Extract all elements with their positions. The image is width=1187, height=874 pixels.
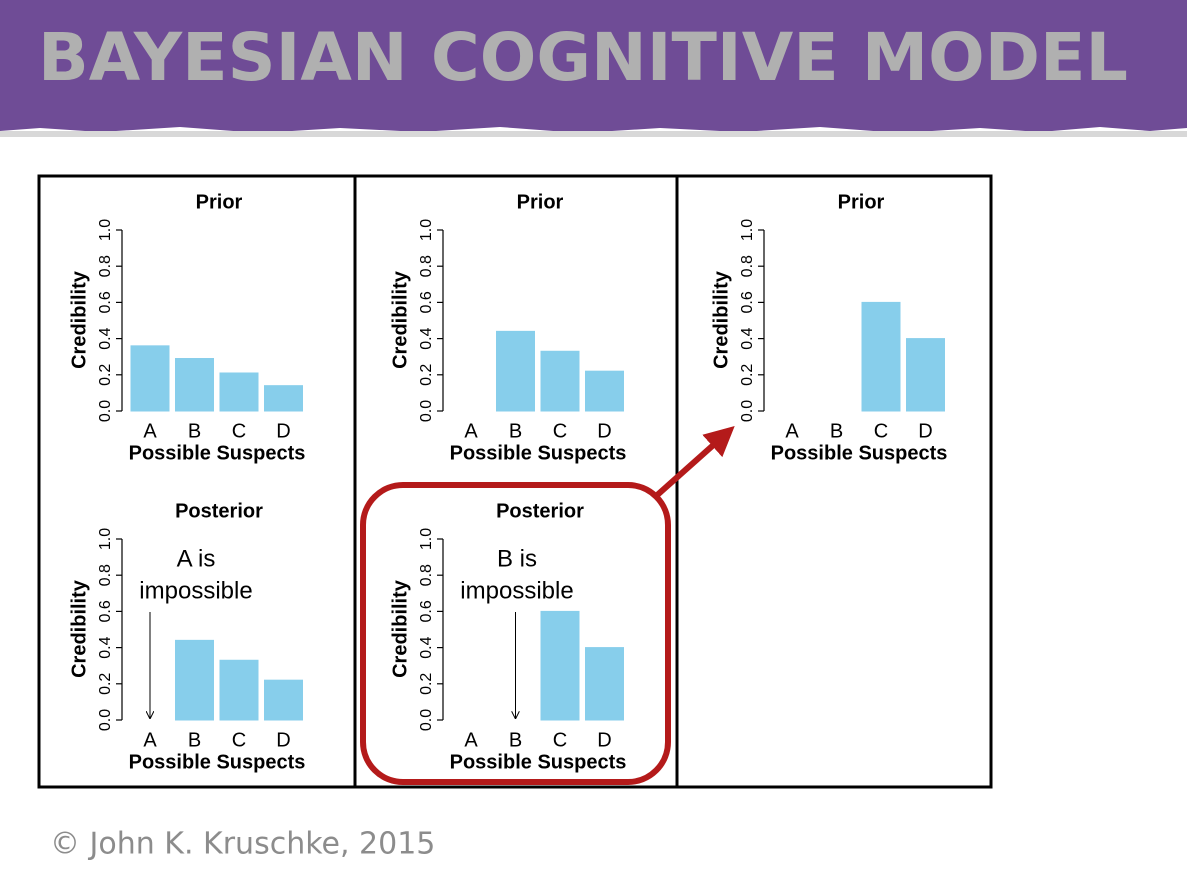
annotation: impossible [460, 577, 573, 604]
y-tick-label: 0.4 [97, 636, 114, 658]
y-tick-label: 0.0 [739, 400, 756, 422]
bar [175, 639, 214, 721]
x-tick-label: A [143, 420, 157, 442]
y-tick-label: 1.0 [739, 219, 756, 241]
x-tick-label: C [232, 420, 246, 442]
y-tick-label: 0.2 [418, 364, 435, 386]
y-tick-label: 0.0 [97, 709, 114, 731]
y-axis-label: Credibility [68, 270, 90, 369]
x-tick-label: C [874, 420, 888, 442]
y-tick-label: 0.6 [418, 291, 435, 313]
y-tick-label: 0.2 [97, 673, 114, 695]
annotation: impossible [139, 577, 252, 604]
bar [219, 659, 259, 721]
chart-title: Prior [838, 191, 885, 213]
header-shadow [0, 131, 1187, 137]
x-tick-label: B [830, 420, 843, 442]
x-tick-label: A [143, 729, 157, 751]
highlight-box [360, 482, 671, 785]
y-tick-label: 0.8 [97, 564, 114, 586]
bar [861, 301, 901, 412]
annotation: B is [497, 545, 537, 572]
x-tick-label: C [553, 420, 567, 442]
header-band [0, 0, 1187, 133]
y-tick-label: 1.0 [418, 219, 435, 241]
bar [540, 350, 580, 412]
y-tick-label: 0.2 [97, 364, 114, 386]
y-tick-label: 0.0 [418, 709, 435, 731]
y-axis-label: Credibility [68, 579, 90, 678]
bar [264, 679, 303, 721]
y-tick-label: 1.0 [97, 219, 114, 241]
y-tick-label: 0.0 [418, 400, 435, 422]
bar [585, 647, 624, 721]
x-axis-label: Possible Suspects [129, 751, 306, 773]
x-axis-label: Possible Suspects [129, 442, 306, 464]
y-tick-label: 0.4 [97, 327, 114, 349]
y-tick-label: 0.8 [418, 564, 435, 586]
y-tick-label: 0.4 [739, 327, 756, 349]
x-tick-label: C [553, 729, 567, 751]
x-tick-label: D [597, 420, 611, 442]
x-tick-label: B [509, 420, 522, 442]
y-tick-label: 0.6 [418, 600, 435, 622]
bar [219, 372, 259, 412]
bar [906, 338, 945, 412]
x-tick-label: D [276, 729, 290, 751]
x-tick-label: A [464, 729, 478, 751]
y-axis-label: Credibility [710, 270, 732, 369]
y-tick-label: 0.0 [97, 400, 114, 422]
panel-frame [37, 174, 993, 789]
y-tick-label: 0.8 [418, 255, 435, 277]
bar [540, 610, 580, 721]
y-tick-label: 0.6 [739, 291, 756, 313]
bar [175, 358, 214, 412]
bar [496, 330, 535, 412]
y-tick-label: 1.0 [418, 528, 435, 550]
x-axis-label: Possible Suspects [450, 751, 627, 773]
y-tick-label: 0.6 [97, 291, 114, 313]
x-tick-label: B [188, 420, 201, 442]
bar [130, 345, 170, 412]
copyright: © John K. Kruschke, 2015 [50, 827, 435, 862]
y-tick-label: 0.8 [97, 255, 114, 277]
y-tick-label: 0.2 [739, 364, 756, 386]
x-axis-label: Possible Suspects [450, 442, 627, 464]
y-axis-label: Credibility [389, 270, 411, 369]
y-tick-label: 1.0 [97, 528, 114, 550]
x-tick-label: B [188, 729, 201, 751]
x-tick-label: D [597, 729, 611, 751]
bar [585, 370, 624, 412]
y-tick-label: 0.2 [418, 673, 435, 695]
chart-title: Posterior [496, 500, 584, 522]
x-tick-label: B [509, 729, 522, 751]
chart-title: Posterior [175, 500, 263, 522]
x-tick-label: D [918, 420, 932, 442]
y-tick-label: 0.4 [418, 327, 435, 349]
annotation: A is [177, 545, 216, 572]
x-tick-label: D [276, 420, 290, 442]
x-axis-label: Possible Suspects [771, 442, 948, 464]
x-tick-label: A [785, 420, 799, 442]
chart-title: Prior [517, 191, 564, 213]
y-tick-label: 0.6 [97, 600, 114, 622]
highlight-arrow [653, 426, 735, 500]
y-axis-label: Credibility [389, 579, 411, 678]
y-tick-label: 0.4 [418, 636, 435, 658]
y-tick-label: 0.8 [739, 255, 756, 277]
slide-title: BAYESIAN COGNITIVE MODEL [38, 19, 1128, 96]
chart-title: Prior [196, 191, 243, 213]
x-tick-label: A [464, 420, 478, 442]
bar [264, 385, 303, 412]
x-tick-label: C [232, 729, 246, 751]
